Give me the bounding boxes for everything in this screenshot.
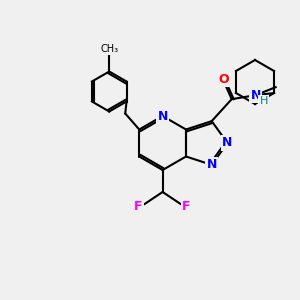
Text: N: N: [158, 110, 168, 122]
Text: N: N: [250, 89, 261, 102]
Text: O: O: [218, 73, 229, 86]
Text: N: N: [222, 136, 233, 149]
Text: F: F: [182, 200, 191, 214]
Text: N: N: [206, 158, 217, 171]
Text: F: F: [134, 200, 143, 214]
Text: H: H: [260, 96, 268, 106]
Text: CH₃: CH₃: [100, 44, 118, 55]
